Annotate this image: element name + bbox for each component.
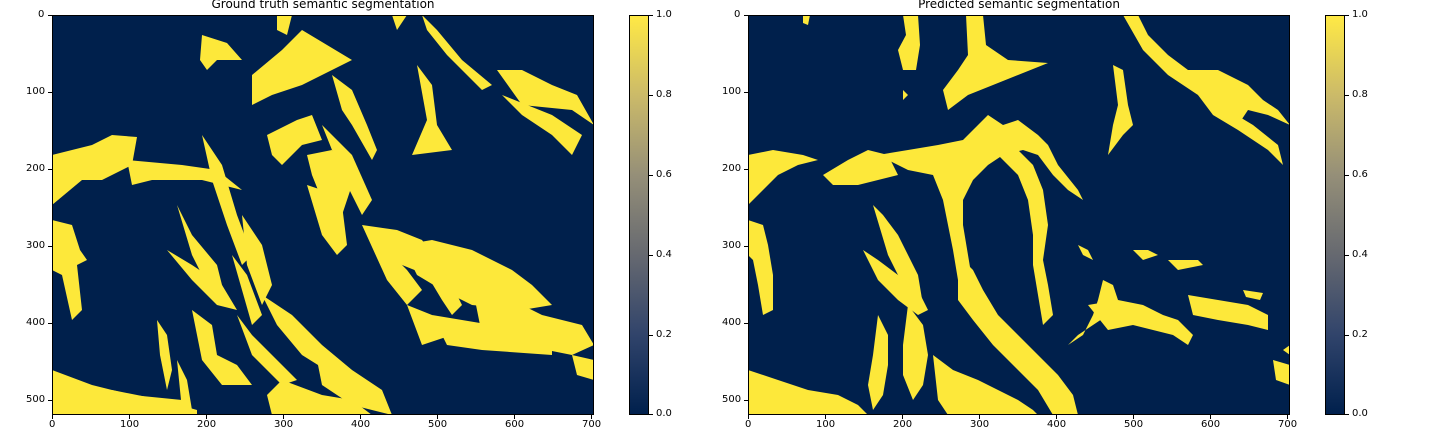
colorbar-tick-mark (1345, 335, 1349, 336)
colorbar-tick-mark (649, 414, 653, 415)
colorbar-tick-mark (1345, 414, 1349, 415)
y-tick-mark (744, 15, 748, 16)
colorbar-tick-mark (649, 255, 653, 256)
colorbar-tick-mark (649, 95, 653, 96)
y-tick-label: 300 (26, 240, 46, 251)
colorbar-tick-label: 0.4 (656, 249, 672, 260)
x-tick-mark (979, 415, 980, 419)
x-tick-mark (129, 415, 130, 419)
colorbar-tick-label: 0.8 (656, 89, 672, 100)
colorbar-tick-label: 0.2 (1352, 329, 1368, 340)
colorbar-tick-label: 0.6 (1352, 169, 1368, 180)
colorbar-tick-mark (649, 15, 653, 16)
y-tick-mark (744, 92, 748, 93)
chart-title: Predicted semantic segmentation (918, 0, 1120, 11)
x-tick-mark (206, 415, 207, 419)
x-tick-label: 200 (197, 419, 217, 430)
x-tick-label: 0 (49, 419, 56, 430)
segmentation-image (748, 15, 1290, 415)
colorbar-tick-label: 1.0 (656, 9, 672, 20)
x-tick-mark (591, 415, 592, 419)
x-tick-mark (902, 415, 903, 419)
y-tick-mark (744, 169, 748, 170)
colorbar-tick-label: 1.0 (1352, 9, 1368, 20)
y-tick-mark (48, 169, 52, 170)
colorbar-tick-mark (649, 335, 653, 336)
y-tick-mark (744, 323, 748, 324)
x-tick-mark (437, 415, 438, 419)
y-tick-label: 500 (26, 394, 46, 405)
y-tick-label: 400 (26, 317, 46, 328)
x-tick-label: 200 (893, 419, 913, 430)
x-tick-label: 500 (428, 419, 448, 430)
x-tick-label: 600 (505, 419, 525, 430)
y-tick-mark (48, 323, 52, 324)
x-tick-label: 700 (582, 419, 602, 430)
y-tick-mark (48, 15, 52, 16)
colorbar-tick-label: 0.8 (1352, 89, 1368, 100)
chart-title: Ground truth semantic segmentation (211, 0, 435, 11)
x-tick-label: 500 (1124, 419, 1144, 430)
colorbar (629, 15, 649, 415)
colorbar-tick-label: 0.6 (656, 169, 672, 180)
segmentation-image (52, 15, 594, 415)
colorbar-tick-mark (1345, 255, 1349, 256)
x-tick-mark (748, 415, 749, 419)
y-tick-label: 500 (722, 394, 742, 405)
y-tick-label: 400 (722, 317, 742, 328)
x-tick-label: 700 (1278, 419, 1298, 430)
colorbar-tick-label: 0.0 (656, 408, 672, 419)
x-tick-mark (360, 415, 361, 419)
x-tick-mark (1287, 415, 1288, 419)
x-tick-label: 100 (816, 419, 836, 430)
y-tick-label: 100 (26, 86, 46, 97)
colorbar-tick-mark (1345, 175, 1349, 176)
x-tick-label: 400 (1047, 419, 1067, 430)
y-tick-mark (744, 400, 748, 401)
y-tick-mark (48, 92, 52, 93)
x-tick-mark (52, 415, 53, 419)
y-tick-label: 0 (734, 9, 741, 20)
y-tick-mark (744, 246, 748, 247)
x-tick-label: 0 (745, 419, 752, 430)
colorbar-tick-mark (649, 175, 653, 176)
x-tick-mark (514, 415, 515, 419)
colorbar (1325, 15, 1345, 415)
y-tick-label: 200 (722, 163, 742, 174)
colorbar-tick-label: 0.0 (1352, 408, 1368, 419)
x-tick-mark (1056, 415, 1057, 419)
x-tick-label: 300 (970, 419, 990, 430)
x-tick-label: 100 (120, 419, 140, 430)
colorbar-tick-mark (1345, 95, 1349, 96)
y-tick-mark (48, 246, 52, 247)
y-tick-label: 200 (26, 163, 46, 174)
segmentation-mask (748, 15, 1290, 415)
x-tick-mark (1210, 415, 1211, 419)
x-tick-mark (283, 415, 284, 419)
x-tick-label: 400 (351, 419, 371, 430)
y-tick-label: 0 (38, 9, 45, 20)
x-tick-mark (1133, 415, 1134, 419)
x-tick-mark (825, 415, 826, 419)
y-tick-label: 300 (722, 240, 742, 251)
y-tick-mark (48, 400, 52, 401)
colorbar-tick-label: 0.2 (656, 329, 672, 340)
colorbar-tick-label: 0.4 (1352, 249, 1368, 260)
colorbar-tick-mark (1345, 15, 1349, 16)
segmentation-mask (52, 15, 594, 415)
x-tick-label: 300 (274, 419, 294, 430)
x-tick-label: 600 (1201, 419, 1221, 430)
y-tick-label: 100 (722, 86, 742, 97)
